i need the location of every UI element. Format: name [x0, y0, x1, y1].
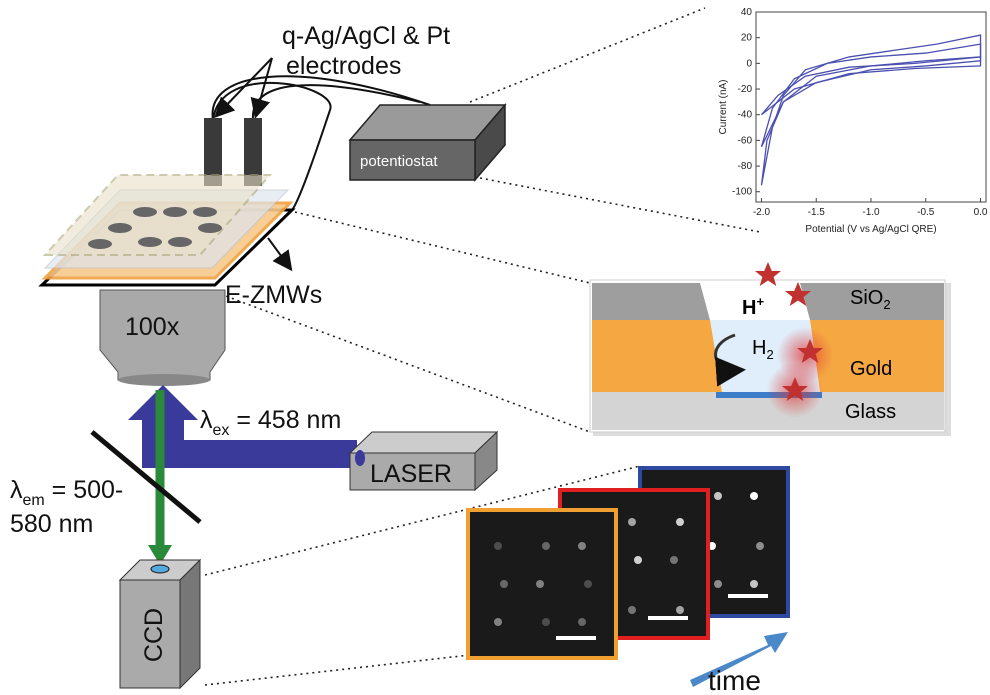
spot — [628, 606, 636, 614]
electrode — [244, 118, 262, 186]
symbol: λ — [10, 476, 23, 504]
text: = 500- — [45, 476, 124, 504]
subscript: ex — [213, 422, 230, 439]
subscript: em — [23, 492, 45, 509]
potentiostat-box — [348, 102, 507, 183]
ccd-box — [118, 558, 202, 690]
y-tick-label: -60 — [738, 135, 753, 146]
scale-bar — [556, 636, 596, 640]
y-tick-label: -100 — [732, 187, 752, 198]
spot — [756, 542, 764, 550]
potentiostat-label: potentiostat — [360, 153, 438, 170]
laser-box — [348, 430, 499, 492]
spot — [714, 580, 722, 588]
image-frames — [466, 466, 790, 660]
cross-section — [589, 262, 951, 436]
y-tick-label: -80 — [738, 161, 753, 172]
x-tick-label: -2.0 — [753, 207, 771, 218]
chip — [38, 174, 296, 287]
symbol: λ — [200, 406, 213, 434]
spot — [676, 518, 684, 526]
spot — [714, 492, 722, 500]
scale-bar — [648, 616, 688, 620]
emission-label: 580 nm — [10, 510, 93, 538]
sio2-label: SiO2 — [850, 287, 891, 312]
electrode — [204, 118, 222, 186]
x-tick-label: 0.0 — [974, 207, 988, 218]
y-tick-label: -20 — [738, 84, 753, 95]
spot — [584, 580, 592, 588]
emission-label: λem = 500- — [10, 476, 123, 509]
proton-label: H+ — [742, 294, 764, 319]
laser-label: LASER — [370, 460, 452, 488]
text: H — [752, 337, 766, 359]
x-tick-label: -1.5 — [808, 207, 826, 218]
beams — [90, 385, 357, 565]
text: = 458 nm — [229, 406, 341, 434]
electrodes-label: electrodes — [286, 52, 401, 80]
ezmw-label: E-ZMWs — [225, 281, 322, 309]
text: H — [742, 297, 756, 319]
y-tick-label: -40 — [738, 110, 753, 121]
subscript: 2 — [883, 297, 890, 312]
spot — [670, 556, 678, 564]
spot — [634, 556, 642, 564]
ccd-label: CCD — [140, 608, 168, 662]
gold-label: Gold — [850, 358, 892, 380]
connectors — [204, 7, 761, 686]
superscript: + — [756, 294, 764, 309]
electrodes-label: q-Ag/AgCl & Pt — [282, 22, 450, 50]
spot — [750, 580, 758, 588]
text: SiO — [850, 287, 883, 309]
glass-label: Glass — [845, 401, 896, 423]
scale-bar — [728, 594, 768, 598]
y-axis-label: Current (nA) — [718, 79, 729, 134]
x-tick-label: -1.0 — [862, 207, 880, 218]
subscript: 2 — [766, 347, 773, 362]
excitation-label: λex = 458 nm — [200, 406, 341, 439]
spot — [542, 542, 550, 550]
y-tick-label: 40 — [741, 7, 753, 18]
spot — [750, 492, 758, 500]
spot — [500, 580, 508, 588]
frame — [466, 508, 618, 660]
spot — [536, 580, 544, 588]
y-tick-label: 20 — [741, 33, 753, 44]
spot — [578, 618, 586, 626]
spot — [542, 618, 550, 626]
hydrogen-label: H2 — [752, 337, 774, 362]
cv-chart: 40 20 0 -20 -40 -60 -80 -100-2.0 -1.5 -1.0 -0.5 0.0… — [718, 7, 988, 235]
spot — [628, 518, 636, 526]
objective — [99, 289, 226, 386]
time-arrow — [690, 632, 788, 687]
time-label: time — [708, 665, 761, 695]
spot — [578, 542, 586, 550]
spot — [494, 542, 502, 550]
spot — [494, 618, 502, 626]
electrodes — [211, 57, 431, 211]
objective-label: 100x — [125, 313, 180, 341]
x-tick-label: -0.5 — [917, 207, 935, 218]
x-axis-label: Potential (V vs Ag/AgCl QRE) — [805, 224, 936, 235]
cv-curve — [760, 56, 982, 116]
y-tick-label: 0 — [746, 58, 752, 69]
spot — [676, 606, 684, 614]
